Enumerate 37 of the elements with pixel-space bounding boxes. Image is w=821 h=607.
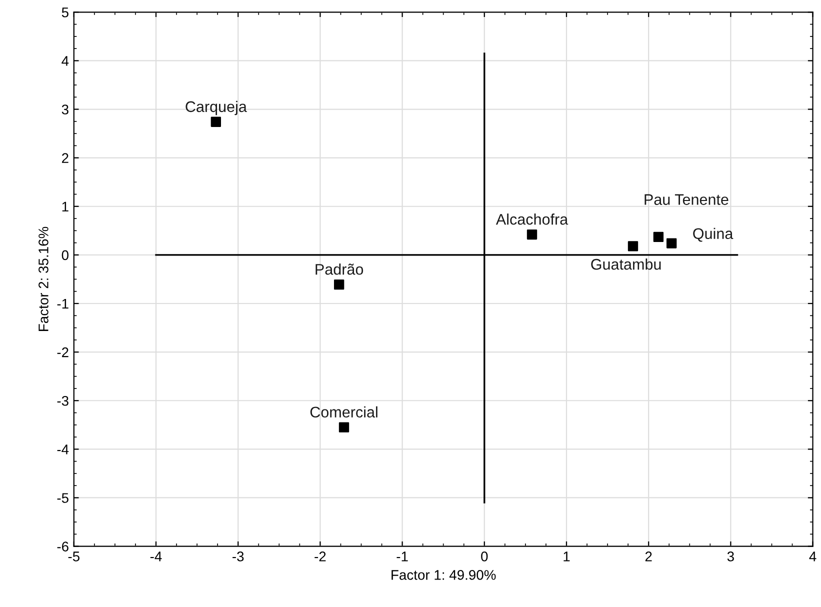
y-tick-label: 4 [62,56,69,66]
y-tick-label: -3 [57,396,68,406]
x-tick-label: 3 [727,552,734,562]
series-label: Alcachofra [496,214,568,225]
series-label: Padrão [316,264,364,275]
x-axis-title: Factor 1: 49.90% [392,570,496,580]
series-label: Quina [693,228,734,242]
y-tick-label: -1 [57,298,68,309]
point [666,238,677,248]
x-tick-label: 2 [645,552,652,562]
x-tick-label: 0 [481,552,488,562]
point [653,232,664,242]
x-tick-label: -1 [396,552,408,562]
x-tick-label: -3 [232,552,244,562]
series-label: Carqueja [186,100,247,116]
point [338,422,350,432]
point [334,279,344,290]
x-tick-label: 1 [564,552,570,562]
y-tick-label: 1 [62,202,68,212]
y-tick-label: 5 [62,8,68,18]
y-tick-label: -4 [57,444,69,454]
series-label: Comercial [310,406,378,418]
y-axis-title: Factor 2: 35.16% [38,226,48,331]
point [628,241,638,252]
series-label: Pau Tenente [644,194,728,205]
x-tick-label: 4 [809,552,816,562]
y-tick-label: 2 [62,153,68,163]
x-tick-label: -4 [150,552,162,562]
y-tick-label: -6 [57,542,68,552]
point [526,229,538,240]
x-tick-label: -2 [314,552,326,562]
y-tick-label: 0 [62,250,68,260]
y-tick-label: -2 [57,347,68,358]
series-label: Guatambu [591,258,661,270]
point [210,116,222,127]
y-tick-label: 3 [62,104,68,114]
y-tick-label: -5 [57,493,68,503]
